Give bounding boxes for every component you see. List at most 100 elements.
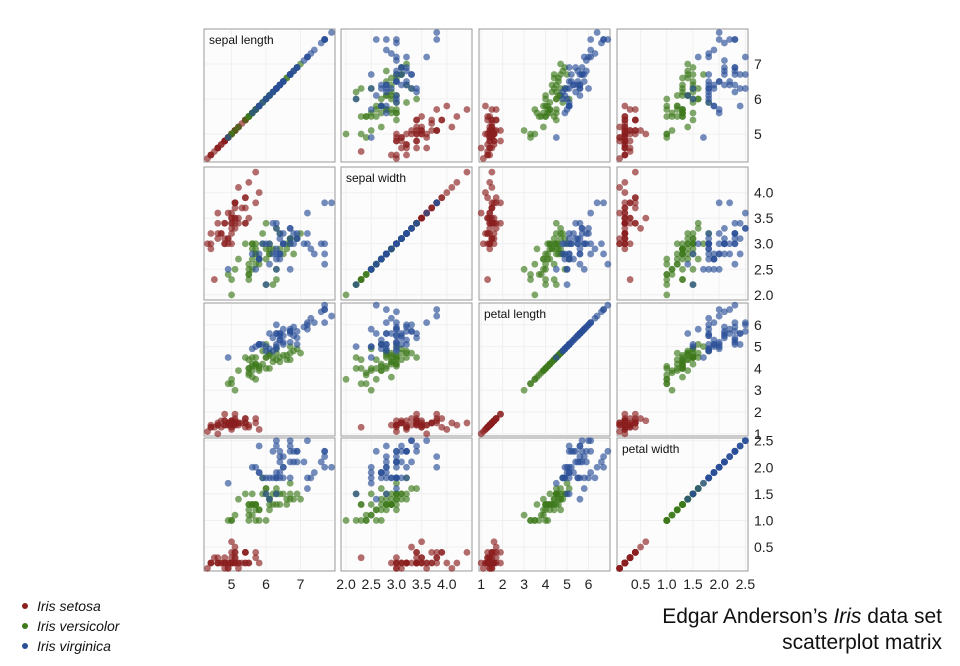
point-versicolor <box>387 373 395 381</box>
point-versicolor <box>673 260 681 268</box>
point-virginica <box>304 437 311 445</box>
point-setosa <box>497 219 504 227</box>
point-virginica <box>224 479 232 487</box>
point-virginica <box>721 39 728 47</box>
point-setosa <box>486 554 494 562</box>
point-virginica <box>328 312 335 320</box>
point-setosa <box>214 230 222 237</box>
point-virginica <box>567 463 575 471</box>
point-virginica <box>572 64 580 71</box>
point-virginica <box>705 255 713 263</box>
point-setosa <box>428 548 436 556</box>
point-setosa <box>626 148 634 155</box>
point-setosa <box>228 224 235 232</box>
point-versicolor <box>357 113 365 120</box>
point-versicolor <box>367 386 375 394</box>
point-versicolor <box>367 511 375 519</box>
point-versicolor <box>542 281 549 289</box>
point-setosa <box>621 245 629 253</box>
point-virginica <box>276 235 284 243</box>
point-setosa <box>221 240 229 248</box>
point-virginica <box>565 240 573 248</box>
point-virginica <box>290 230 298 237</box>
point-virginica <box>408 437 415 445</box>
point-versicolor <box>531 260 539 268</box>
point-setosa <box>631 106 639 113</box>
point-versicolor <box>694 85 702 92</box>
point-versicolor <box>262 485 270 492</box>
point-versicolor <box>367 365 375 372</box>
point-setosa <box>423 144 431 152</box>
point-versicolor <box>565 485 573 492</box>
point-versicolor <box>362 113 370 120</box>
point-versicolor <box>362 371 370 379</box>
point-versicolor <box>689 109 697 117</box>
point-versicolor <box>252 362 260 370</box>
point-versicolor <box>548 88 556 96</box>
point-setosa <box>486 144 494 152</box>
point-setosa <box>408 130 415 138</box>
point-versicolor <box>546 255 554 263</box>
x-tick-label-petal_width: 1.0 <box>657 576 677 592</box>
point-versicolor <box>679 373 686 381</box>
point-virginica <box>393 325 400 333</box>
point-setosa <box>221 421 229 429</box>
point-versicolor <box>684 123 692 131</box>
point-virginica <box>408 327 415 335</box>
point-versicolor <box>362 134 370 141</box>
x-tick-label-sepal_width: 4.0 <box>437 576 457 592</box>
point-virginica <box>721 57 728 64</box>
legend-marker-versicolor <box>22 623 28 629</box>
y-tick-label-petal_width: 2.5 <box>754 433 774 449</box>
point-virginica <box>367 325 375 333</box>
point-virginica <box>565 99 573 106</box>
point-virginica <box>248 345 256 353</box>
matrix-cell-petal_length-vs-sepal_length <box>203 301 336 438</box>
point-versicolor <box>393 495 400 503</box>
point-virginica <box>372 495 380 503</box>
point-virginica <box>413 219 420 227</box>
point-virginica <box>393 319 400 327</box>
point-virginica <box>689 85 697 92</box>
point-setosa <box>228 230 235 237</box>
point-virginica <box>552 479 560 487</box>
point-versicolor <box>293 490 301 498</box>
point-versicolor <box>286 349 294 357</box>
point-versicolor <box>357 365 365 372</box>
point-virginica <box>382 330 390 337</box>
point-setosa <box>642 417 650 425</box>
point-setosa <box>621 219 629 227</box>
point-versicolor <box>684 230 692 237</box>
point-setosa <box>486 240 494 248</box>
point-setosa <box>486 209 494 217</box>
point-virginica <box>736 85 744 92</box>
point-virginica <box>726 453 734 461</box>
point-setosa <box>448 123 456 131</box>
point-virginica <box>269 334 277 342</box>
point-setosa <box>393 564 400 572</box>
point-virginica <box>321 463 329 471</box>
point-setosa <box>479 564 487 572</box>
point-versicolor <box>533 245 541 253</box>
point-virginica <box>578 71 586 78</box>
point-versicolor <box>540 255 547 263</box>
point-versicolor <box>552 281 560 289</box>
point-setosa <box>428 120 436 127</box>
y-tick-label-petal_width: 1.5 <box>754 486 774 502</box>
point-versicolor <box>552 230 560 237</box>
scatterplot-matrix: sepal length sepal width petal length petal… <box>203 28 774 592</box>
point-versicolor <box>557 71 565 78</box>
point-virginica <box>286 240 294 248</box>
point-virginica <box>600 453 607 461</box>
point-virginica <box>372 260 380 268</box>
point-setosa <box>255 189 263 196</box>
point-versicolor <box>684 67 692 75</box>
point-versicolor <box>241 490 249 498</box>
point-virginica <box>593 312 601 320</box>
point-setosa <box>482 189 489 196</box>
point-virginica <box>721 235 728 243</box>
point-virginica <box>408 85 415 92</box>
point-setosa <box>616 428 624 436</box>
point-virginica <box>570 230 577 237</box>
y-tick-label-petal_length: 1 <box>754 426 762 442</box>
